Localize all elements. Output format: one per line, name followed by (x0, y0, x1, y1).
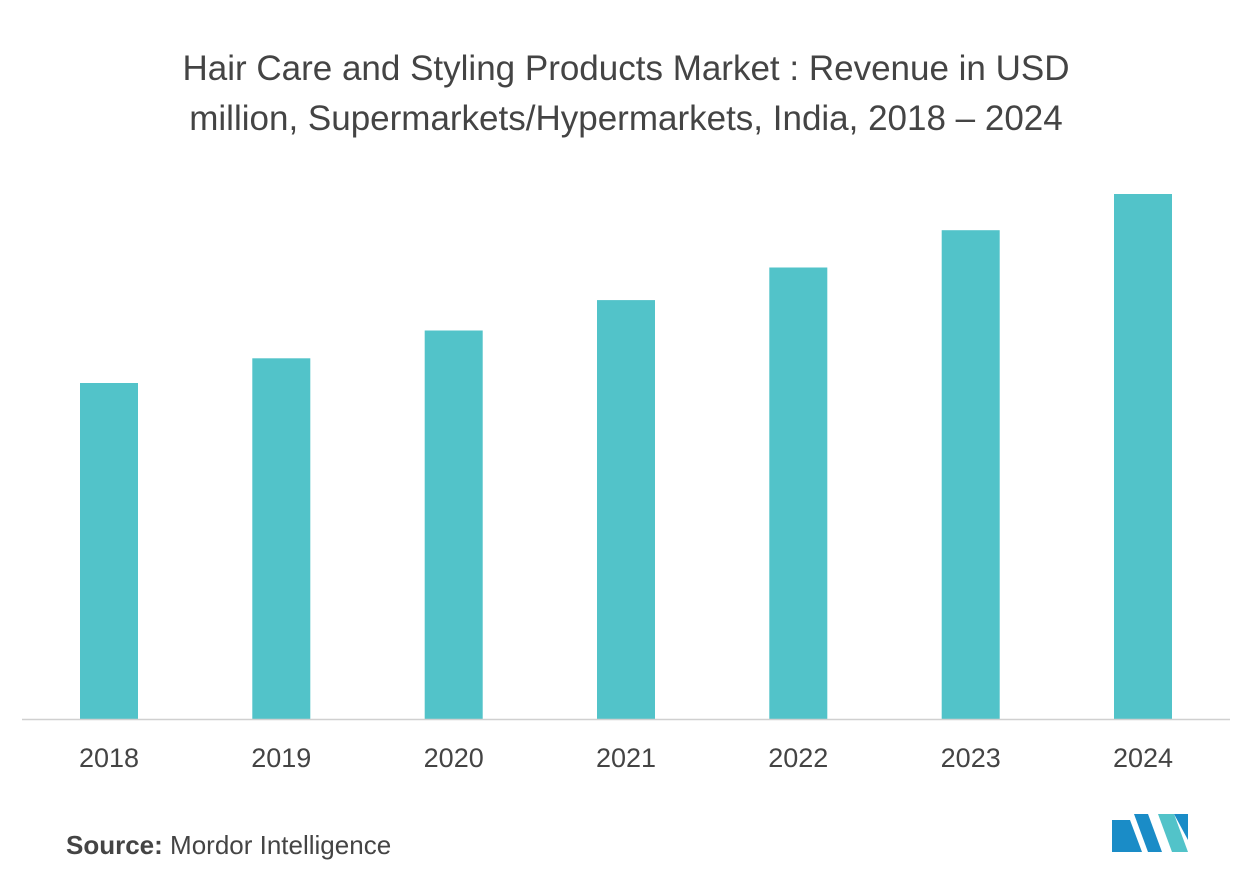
chart-title-line-2: million, Supermarkets/Hypermarkets, Indi… (189, 99, 1063, 138)
bar-2020 (424, 330, 483, 719)
bar-2023 (941, 230, 1000, 719)
x-tick-label-2021: 2021 (596, 743, 656, 773)
x-tick-label-2018: 2018 (79, 743, 139, 773)
x-tick-label-2024: 2024 (1113, 743, 1173, 773)
x-tick-label-2019: 2019 (251, 743, 311, 773)
bar-2021 (597, 300, 655, 719)
bar-2024 (1114, 194, 1172, 719)
bar-2018 (80, 383, 138, 719)
source-text: Mordor Intelligence (162, 830, 392, 860)
chart-title: Hair Care and Styling Products Market : … (0, 44, 1252, 144)
source-label: Source: (66, 830, 163, 860)
x-tick-label-2023: 2023 (941, 743, 1001, 773)
source-credit: Source: Mordor Intelligence (66, 829, 391, 861)
chart-title-line-1: Hair Care and Styling Products Market : … (182, 49, 1070, 88)
mordor-intelligence-logo-icon (1112, 814, 1188, 852)
bar-2019 (252, 358, 311, 719)
x-tick-label-2022: 2022 (768, 743, 828, 773)
bar-2022 (769, 267, 828, 719)
x-tick-label-2020: 2020 (424, 743, 484, 773)
